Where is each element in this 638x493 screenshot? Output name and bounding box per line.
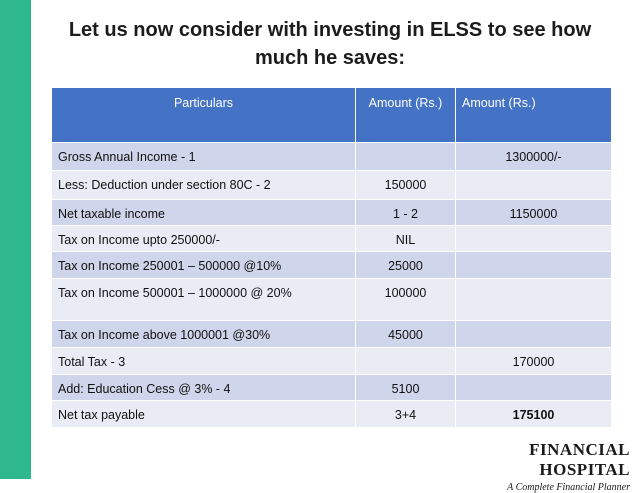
table-row: Tax on Income upto 250000/- NIL (52, 226, 612, 252)
table-cell (456, 375, 612, 401)
table-cell: Add: Education Cess @ 3% - 4 (52, 375, 356, 401)
table-cell: 25000 (356, 252, 456, 279)
table-cell (456, 252, 612, 279)
table-cell: Tax on Income upto 250000/- (52, 226, 356, 252)
table-row: Tax on Income 250001 – 500000 @10% 25000 (52, 252, 612, 279)
table-cell: 175100 (456, 401, 612, 428)
logo-name: FINANCIAL HOSPITAL (529, 440, 630, 479)
table-cell: 1 - 2 (356, 200, 456, 226)
table-row: Tax on Income 500001 – 1000000 @ 20% 1000… (52, 279, 612, 321)
header-cell: Particulars (52, 88, 356, 143)
table-cell: Tax on Income 500001 – 1000000 @ 20% (52, 279, 356, 321)
table-cell: Total Tax - 3 (52, 348, 356, 375)
table-cell (456, 226, 612, 252)
table-cell (456, 171, 612, 200)
header-cell: Amount (Rs.) (356, 88, 456, 143)
table-cell: 170000 (456, 348, 612, 375)
table-cell (356, 348, 456, 375)
table-row: Net tax payable 3+4 175100 (52, 401, 612, 428)
table-cell (356, 143, 456, 171)
table-row: Less: Deduction under section 80C - 2 150… (52, 171, 612, 200)
table-cell: Less: Deduction under section 80C - 2 (52, 171, 356, 200)
table-cell: Tax on Income 250001 – 500000 @10% (52, 252, 356, 279)
table-cell: 45000 (356, 321, 456, 348)
accent-bar (0, 0, 31, 479)
table-cell: Gross Annual Income - 1 (52, 143, 356, 171)
table-cell: 1300000/- (456, 143, 612, 171)
table-row: Gross Annual Income - 1 1300000/- (52, 143, 612, 171)
table-cell (456, 321, 612, 348)
header-row: Particulars Amount (Rs.) Amount (Rs.) (52, 88, 612, 143)
table-cell: 150000 (356, 171, 456, 200)
table-cell: 1150000 (456, 200, 612, 226)
table-row: Add: Education Cess @ 3% - 4 5100 (52, 375, 612, 401)
logo: FINANCIAL HOSPITAL A Complete Financial … (440, 440, 630, 493)
table-cell: 3+4 (356, 401, 456, 428)
table-row: Net taxable income 1 - 2 1150000 (52, 200, 612, 226)
table-cell: Tax on Income above 1000001 @30% (52, 321, 356, 348)
table-cell (456, 279, 612, 321)
slide-title: Let us now consider with investing in EL… (68, 19, 592, 69)
table-row: Total Tax - 3 170000 (52, 348, 612, 375)
table-cell: Net taxable income (52, 200, 356, 226)
table-cell: 5100 (356, 375, 456, 401)
header-cell: Amount (Rs.) (456, 88, 612, 143)
table-row: Tax on Income above 1000001 @30% 45000 (52, 321, 612, 348)
table-cell: Net tax payable (52, 401, 356, 428)
logo-tagline: A Complete Financial Planner (507, 482, 630, 493)
table-cell: NIL (356, 226, 456, 252)
table: Particulars Amount (Rs.) Amount (Rs.) Gross… (52, 88, 612, 428)
table-cell: 100000 (356, 279, 456, 321)
